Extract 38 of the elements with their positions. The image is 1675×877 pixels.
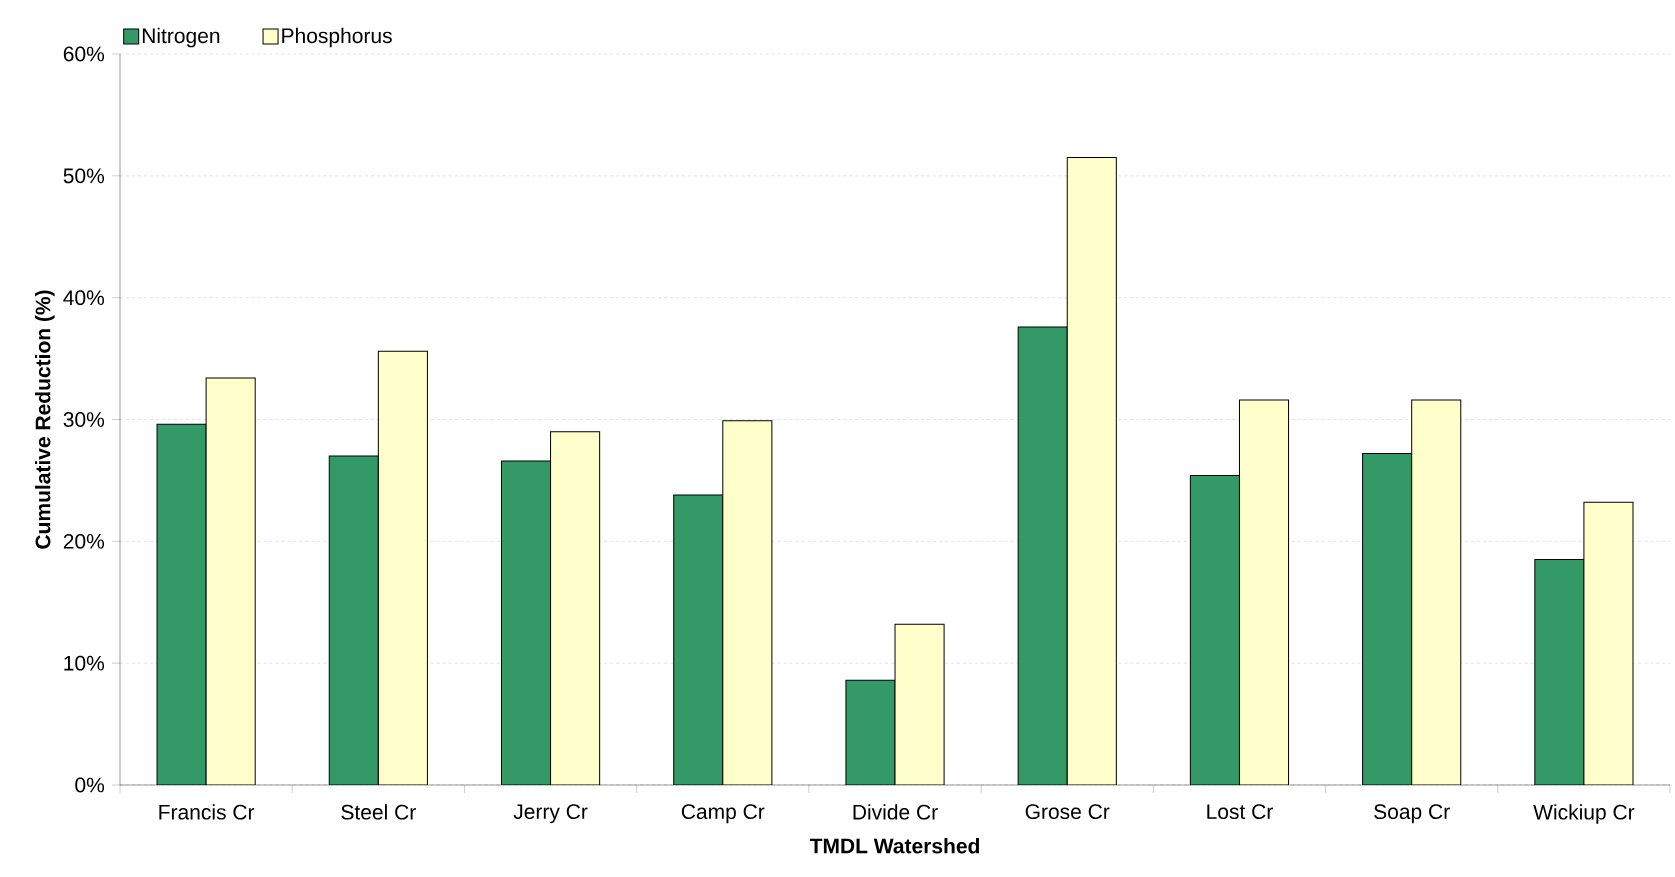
x-tick-label: Wickiup Cr bbox=[1533, 804, 1635, 824]
x-tick-label: Jerry Cr bbox=[513, 804, 588, 824]
bar bbox=[1411, 399, 1462, 785]
y-tick-label: 20% bbox=[63, 533, 105, 549]
x-tick-label: Divide Cr bbox=[853, 804, 938, 820]
bar bbox=[1238, 399, 1290, 785]
x-tick-label: Steel Cr bbox=[341, 804, 416, 820]
bar bbox=[1583, 501, 1634, 785]
bar bbox=[377, 350, 428, 785]
bar bbox=[722, 420, 773, 785]
x-tick-label: Camp Cr bbox=[681, 804, 765, 824]
x-tick-label: Grose Cr bbox=[1025, 804, 1110, 820]
y-axis-title: Cumulative Reduction (%) bbox=[35, 290, 55, 549]
legend-label: Phosphorus bbox=[282, 27, 392, 48]
y-tick-label: 10% bbox=[64, 655, 105, 671]
bar bbox=[500, 460, 552, 785]
legend-label: Nitrogen bbox=[142, 27, 220, 48]
bar bbox=[1066, 157, 1117, 785]
x-tick-label: Lost Cr bbox=[1207, 804, 1273, 820]
bar bbox=[673, 494, 724, 785]
bar bbox=[1017, 326, 1068, 785]
x-tick-label: Francis Cr bbox=[159, 804, 255, 820]
y-tick-label: 50% bbox=[63, 168, 105, 184]
x-axis-title: TMDL Watershed bbox=[809, 837, 979, 854]
bar bbox=[894, 623, 945, 785]
bar bbox=[328, 455, 379, 785]
bar bbox=[1362, 453, 1413, 785]
bar bbox=[1534, 559, 1585, 785]
bar bbox=[205, 377, 256, 785]
bar bbox=[550, 431, 601, 785]
bar bbox=[845, 679, 896, 785]
y-tick-label: 30% bbox=[63, 412, 105, 427]
y-tick-label: 40% bbox=[63, 290, 105, 306]
bar bbox=[1189, 475, 1240, 785]
x-tick-label: Soap Cr bbox=[1374, 804, 1450, 824]
bar bbox=[156, 423, 207, 785]
y-tick-label: 60% bbox=[63, 46, 105, 62]
y-tick-label: 0% bbox=[75, 777, 105, 793]
